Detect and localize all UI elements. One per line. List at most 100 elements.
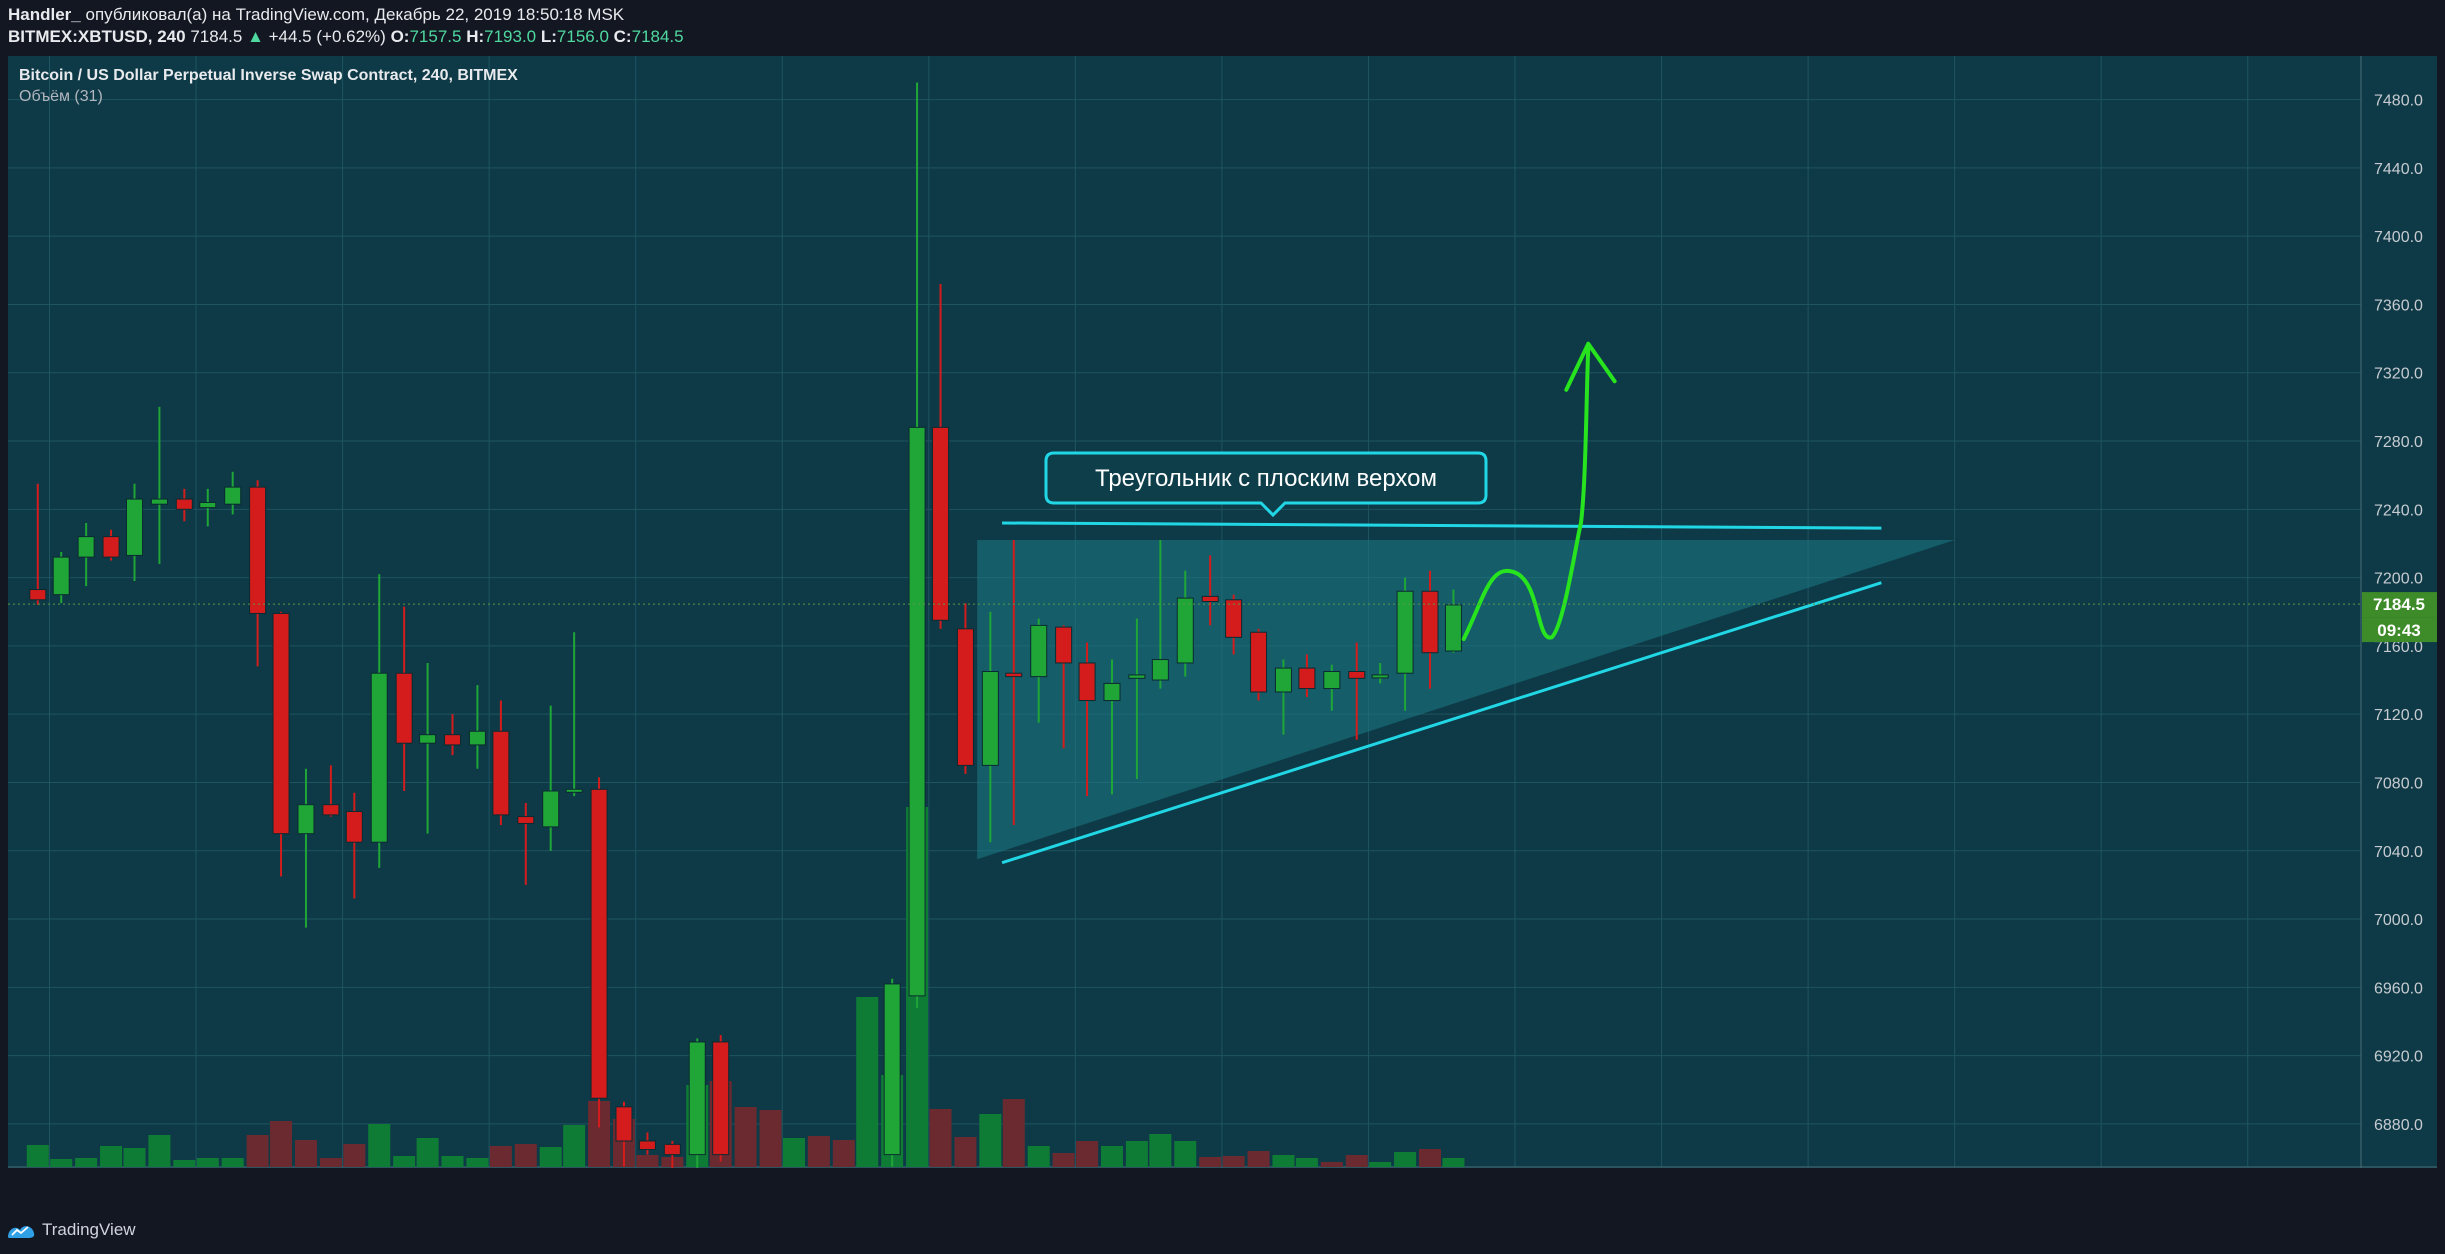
candle-body xyxy=(52,556,70,596)
candle-body xyxy=(663,1143,681,1156)
symbol-name[interactable]: BITMEX:XBTUSD, 240 xyxy=(8,27,186,46)
volume-bar xyxy=(1295,1158,1318,1167)
candle-body xyxy=(1151,659,1169,681)
volume-bar xyxy=(1052,1153,1075,1167)
volume-bar xyxy=(294,1140,317,1167)
volume-bar xyxy=(123,1148,146,1167)
candle-body xyxy=(199,501,217,509)
tradingview-logo-icon xyxy=(8,1226,35,1238)
volume-bar xyxy=(1174,1141,1197,1167)
price-tick-label: 6920.0 xyxy=(2374,1049,2423,1066)
chart-canvas[interactable]: 7480.0 7440.0 7400.0 7360.0 7320.0 7280.0 7240… xyxy=(8,56,2437,1168)
volume-bar xyxy=(1222,1156,1245,1167)
candle-body xyxy=(1348,671,1366,679)
volume-bar xyxy=(514,1144,537,1167)
author-name[interactable]: Handler_ xyxy=(8,5,81,24)
resistance-line xyxy=(1002,521,1882,530)
volume-bar xyxy=(588,1101,611,1167)
last-price: 7184.5 xyxy=(190,27,243,46)
volume-bar xyxy=(539,1147,562,1167)
volume-bar xyxy=(1394,1152,1417,1167)
volume-bar xyxy=(26,1145,49,1167)
tradingview-brand[interactable]: TradingView xyxy=(42,1220,136,1239)
open-value: 7157.5 xyxy=(409,27,462,46)
symbol-bar: BITMEX:XBTUSD, 240 7184.5 ▲ +44.5 (+0.62… xyxy=(8,27,684,47)
volume-bar xyxy=(221,1158,244,1167)
triangle-pattern-fill xyxy=(977,540,1955,860)
volume-bar xyxy=(979,1114,1002,1167)
price-change: +44.5 (+0.62%) xyxy=(268,27,386,46)
volume-bar xyxy=(319,1158,342,1167)
price-tick-label: 7440.0 xyxy=(2374,161,2423,178)
candle-body xyxy=(1225,599,1243,638)
candle-body xyxy=(1250,631,1268,693)
candle-body xyxy=(517,816,535,824)
candle-body xyxy=(638,1140,656,1151)
candle-body xyxy=(908,426,926,997)
chart-area[interactable]: 7480.0 7440.0 7400.0 7360.0 7320.0 7280.0 7240… xyxy=(8,56,2437,1168)
callout-box xyxy=(1044,451,1488,518)
volume-bar xyxy=(856,997,879,1167)
volume-bar xyxy=(489,1146,512,1167)
candle-body xyxy=(224,486,242,505)
volume-bar xyxy=(1199,1157,1222,1167)
candle-body xyxy=(1323,671,1341,690)
volume-bar xyxy=(1442,1158,1465,1167)
volume-bar xyxy=(441,1156,464,1167)
price-tick-label: 7320.0 xyxy=(2374,366,2423,383)
price-tick-label: 7400.0 xyxy=(2374,229,2423,246)
volume-bar xyxy=(1100,1146,1123,1167)
high-label: H: xyxy=(466,27,485,46)
volume-bar xyxy=(75,1158,98,1167)
volume-bar xyxy=(1247,1151,1270,1167)
volume-bar xyxy=(50,1159,73,1167)
candle-body xyxy=(981,671,999,766)
volume-bar xyxy=(734,1107,757,1167)
candle-body xyxy=(1030,624,1048,678)
support-line xyxy=(1001,581,1882,865)
volume-bar xyxy=(1345,1155,1368,1167)
open-label: O: xyxy=(390,27,410,46)
volume-bar xyxy=(1076,1141,1099,1167)
forecast-path xyxy=(1461,345,1591,642)
forecast-arrowhead xyxy=(1564,341,1617,392)
candle-body xyxy=(1396,590,1414,674)
series-title: Bitcoin / US Dollar Perpetual Inverse Sw… xyxy=(19,67,518,84)
volume-bar xyxy=(1002,1099,1025,1167)
volume-bar xyxy=(1369,1162,1392,1167)
candle-body xyxy=(1128,674,1146,679)
candle-body xyxy=(175,498,193,510)
price-tick-label: 7120.0 xyxy=(2374,707,2423,724)
volume-bar xyxy=(1125,1141,1148,1167)
price-tick-label: 7280.0 xyxy=(2374,434,2423,451)
candle-body xyxy=(370,672,388,843)
high-value: 7193.0 xyxy=(484,27,537,46)
candle-body xyxy=(272,612,290,835)
candle-body xyxy=(1201,595,1219,603)
volume-bar xyxy=(1419,1149,1442,1167)
volume-bar xyxy=(563,1125,586,1167)
price-tick-label: 7240.0 xyxy=(2374,502,2423,519)
volume-bar xyxy=(929,1109,952,1167)
candle-body xyxy=(77,536,95,558)
volume-bar xyxy=(832,1140,855,1167)
volume-bar xyxy=(100,1146,123,1167)
price-tick-label: 6960.0 xyxy=(2374,980,2423,997)
candle-body xyxy=(297,804,315,835)
candle-body xyxy=(468,730,486,746)
candle-body xyxy=(444,734,462,746)
volume-bar xyxy=(368,1124,391,1167)
price-tick-label: 7200.0 xyxy=(2374,571,2423,588)
volume-bar xyxy=(148,1135,171,1167)
volume-bar xyxy=(759,1110,782,1167)
volume-bar xyxy=(782,1138,805,1167)
candle-body xyxy=(565,788,583,793)
candle-body xyxy=(1103,682,1121,702)
candle-body xyxy=(956,628,974,766)
footer: TradingView xyxy=(6,1217,136,1243)
candle-body xyxy=(932,426,950,621)
volume-bar xyxy=(1149,1134,1172,1167)
volume-bar xyxy=(196,1158,219,1167)
volume-bar xyxy=(954,1137,977,1167)
volume-legend[interactable]: Объём (31) xyxy=(19,88,103,105)
